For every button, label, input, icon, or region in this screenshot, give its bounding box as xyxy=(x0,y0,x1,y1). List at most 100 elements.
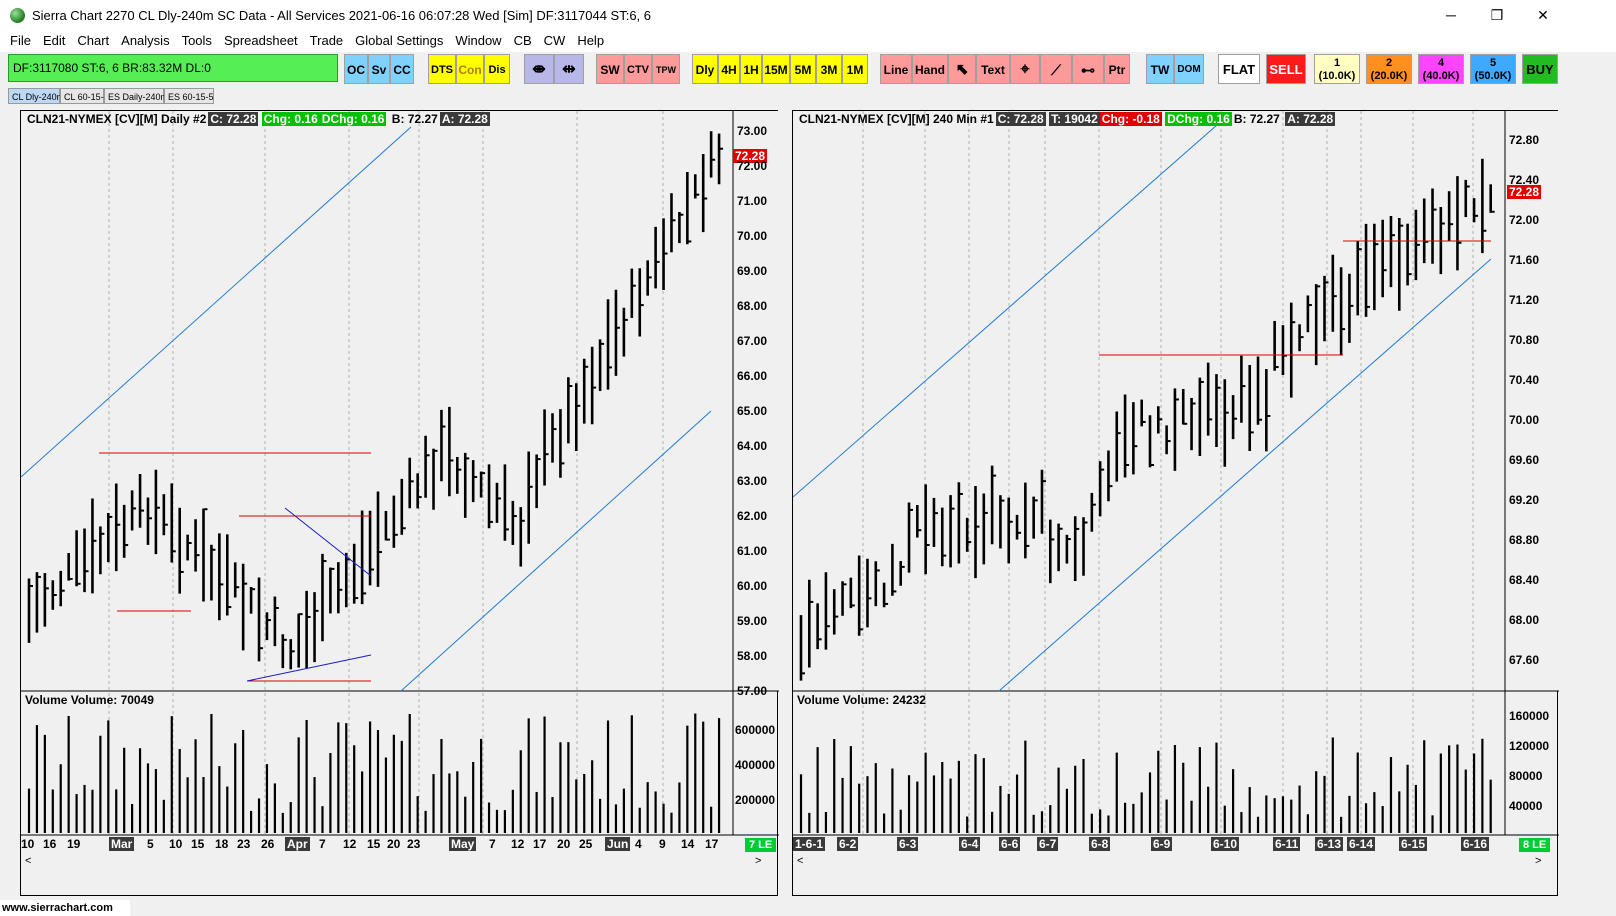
menu-file[interactable]: File xyxy=(10,33,31,48)
scroll-left-icon[interactable]: < xyxy=(25,855,32,867)
qty-1-button[interactable]: 1 (10.0K) xyxy=(1314,54,1360,84)
time-axis-label: 9 xyxy=(659,837,666,851)
qty-4-label: 4 xyxy=(1437,57,1445,69)
qty-2-button[interactable]: 2 (20.0K) xyxy=(1366,54,1412,84)
volume-axis-label: 200000 xyxy=(735,793,776,807)
dly-button[interactable]: Dly xyxy=(692,54,718,84)
crosshair-icon[interactable]: ⌖ xyxy=(1010,54,1040,84)
time-axis-label: 5 xyxy=(147,837,154,851)
buy-button[interactable]: BUY xyxy=(1522,54,1558,84)
right-chg: Chg: -0.18 xyxy=(1099,112,1162,126)
dis-button[interactable]: Dis xyxy=(484,54,510,84)
qty-4-button[interactable]: 4 (40.0K) xyxy=(1418,54,1464,84)
ptr-button[interactable]: Ptr xyxy=(1104,54,1130,84)
time-axis-label: 4 xyxy=(635,837,642,851)
right-chart-canvas[interactable] xyxy=(793,111,1559,897)
time-axis-label: 6-10 xyxy=(1211,837,1240,851)
qty-5-button[interactable]: 5 (50.0K) xyxy=(1470,54,1516,84)
close-button[interactable]: ✕ xyxy=(1537,7,1549,23)
footer-url: www.sierrachart.com xyxy=(0,900,130,916)
scroll-right-icon[interactable]: > xyxy=(755,855,762,867)
sv-button[interactable]: Sv xyxy=(368,54,390,84)
price-axis-label: 58.00 xyxy=(737,649,768,663)
5m-button[interactable]: 5M xyxy=(790,54,816,84)
15m-button[interactable]: 15M xyxy=(762,54,790,84)
menu-spreadsheet[interactable]: Spreadsheet xyxy=(223,33,298,48)
right-horizontal-scrollbar[interactable]: < > xyxy=(793,855,1557,871)
time-axis-label: 19 xyxy=(67,837,81,851)
price-axis-label: 72.40 xyxy=(1509,173,1540,187)
trend-channel-line[interactable] xyxy=(400,410,712,692)
right-close: C: 72.28 xyxy=(995,112,1046,126)
4h-button[interactable]: 4H xyxy=(718,54,740,84)
triangle-line[interactable] xyxy=(284,507,372,577)
left-horizontal-scrollbar[interactable]: < > xyxy=(21,855,777,871)
scroll-right-icon[interactable]: > xyxy=(1535,855,1542,867)
text-button[interactable]: Text xyxy=(976,54,1010,84)
menu-tools[interactable]: Tools xyxy=(181,33,212,48)
cc-button[interactable]: CC xyxy=(390,54,414,84)
oc-button[interactable]: OC xyxy=(344,54,368,84)
menu-help[interactable]: Help xyxy=(577,33,605,48)
right-ask: A: 72.28 xyxy=(1285,112,1336,126)
menu-cw[interactable]: CW xyxy=(543,33,566,48)
qty-2-label: 2 xyxy=(1385,57,1393,69)
trend-channel-line[interactable] xyxy=(21,126,412,478)
horizontal-ray-icon[interactable]: ⊷ xyxy=(1072,54,1104,84)
pointer-icon[interactable]: ⬉ xyxy=(948,54,976,84)
tab-cl-60-15-5[interactable]: CL 60-15-5 xyxy=(60,88,109,104)
menu-trade[interactable]: Trade xyxy=(309,33,344,48)
price-axis-label: 64.00 xyxy=(737,439,768,453)
1m-button[interactable]: 1M xyxy=(842,54,868,84)
time-axis-label: 6-6 xyxy=(999,837,1021,851)
price-axis-label: 70.00 xyxy=(1509,413,1540,427)
menu-analysis[interactable]: Analysis xyxy=(121,33,170,48)
time-axis-label: 6-13 xyxy=(1315,837,1344,851)
menu-bar: File Edit Chart Analysis Tools Spreadsheet Tra… xyxy=(0,30,1616,52)
triangle-line[interactable] xyxy=(246,654,372,682)
time-axis-label: May xyxy=(449,837,477,851)
ctv-button[interactable]: CTV xyxy=(624,54,652,84)
trend-channel-line[interactable] xyxy=(793,124,1218,498)
menu-global-settings[interactable]: Global Settings xyxy=(355,33,444,48)
qty-4-size: (40.0K) xyxy=(1422,70,1460,82)
price-axis-label: 60.00 xyxy=(737,579,768,593)
tab-es-60-15-5[interactable]: ES 60-15-5 xyxy=(164,88,214,104)
qty-5-label: 5 xyxy=(1489,57,1497,69)
line-button[interactable]: Line xyxy=(880,54,912,84)
zoom-in-icon[interactable]: ⇼ xyxy=(524,54,554,84)
time-axis-label: 16 xyxy=(43,837,57,851)
maximize-button[interactable]: ❐ xyxy=(1490,7,1504,23)
scroll-left-icon[interactable]: < xyxy=(797,855,804,867)
menu-edit[interactable]: Edit xyxy=(42,33,66,48)
price-axis-label: 65.00 xyxy=(737,404,768,418)
price-axis-label: 72.80 xyxy=(1509,133,1540,147)
tpw-button[interactable]: TPW xyxy=(652,54,680,84)
left-chart-canvas[interactable] xyxy=(21,111,779,897)
1h-button[interactable]: 1H xyxy=(740,54,762,84)
zoom-out-icon[interactable]: ⇹ xyxy=(554,54,584,84)
right-symbol: CLN21-NYMEX [CV][M] 240 Min #1 xyxy=(799,112,994,126)
left-le-badge: 7 LE xyxy=(745,838,777,852)
minimize-button[interactable]: ─ xyxy=(1446,7,1456,23)
dts-button[interactable]: DTS xyxy=(428,54,456,84)
dom-button[interactable]: DOM xyxy=(1174,54,1204,84)
menu-window[interactable]: Window xyxy=(455,33,502,48)
left-chart-window[interactable]: CLN21-NYMEX [CV][M] Daily #2 C: 72.28 Chg… xyxy=(20,110,779,897)
tab-cl-dly-240m[interactable]: CL Dly-240m xyxy=(8,88,64,104)
menu-chart[interactable]: Chart xyxy=(77,33,110,48)
tw-button[interactable]: TW xyxy=(1146,54,1174,84)
time-axis-label: 14 xyxy=(681,837,695,851)
tab-es-daily-240m[interactable]: ES Daily-240m xyxy=(104,88,168,104)
sw-button[interactable]: SW xyxy=(596,54,624,84)
menu-cb[interactable]: CB xyxy=(513,33,532,48)
ray-line-icon[interactable]: ⟋ xyxy=(1040,54,1072,84)
con-button[interactable]: Con xyxy=(456,54,484,84)
right-chart-window[interactable]: CLN21-NYMEX [CV][M] 240 Min #1 C: 72.28 T… xyxy=(792,110,1559,897)
trend-channel-line[interactable] xyxy=(998,258,1492,692)
3m-button[interactable]: 3M xyxy=(816,54,842,84)
left-ask: A: 72.28 xyxy=(439,112,490,126)
sell-button[interactable]: SELL xyxy=(1266,54,1306,84)
flat-button[interactable]: FLAT xyxy=(1218,54,1260,84)
hand-button[interactable]: Hand xyxy=(912,54,948,84)
